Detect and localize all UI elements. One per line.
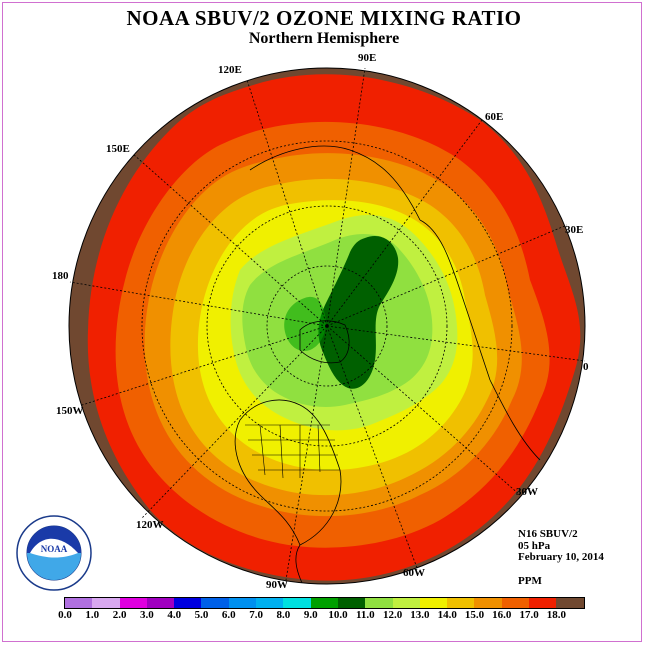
colorbar-swatch xyxy=(392,598,420,608)
colorbar-tick-label: 13.0 xyxy=(410,609,430,621)
lon-label-30w: 30W xyxy=(516,486,538,498)
colorbar-tick-label: 4.0 xyxy=(167,609,182,621)
lon-label-150w: 150W xyxy=(56,405,84,417)
lon-label-90e: 90E xyxy=(358,52,376,64)
units-label: PPM xyxy=(518,575,542,587)
graticule xyxy=(69,67,586,581)
colorbar-swatch xyxy=(419,598,448,608)
noaa-logo: NOAA xyxy=(16,515,92,591)
colorbar-tick-label: 16.0 xyxy=(492,609,512,621)
colorbar-tick-label: 8.0 xyxy=(276,609,291,621)
colorbar-tick-label: 12.0 xyxy=(382,609,403,621)
colorbar-swatch xyxy=(556,598,584,608)
lon-label-60e: 60E xyxy=(485,111,503,123)
colorbar-tick-label: 15.0 xyxy=(464,609,485,621)
colorbar-swatch xyxy=(228,598,257,608)
lon-label-60w: 60W xyxy=(403,567,425,579)
colorbar-swatch xyxy=(283,598,311,608)
colorbar-tick-label: 14.0 xyxy=(437,609,457,621)
colorbar-swatch xyxy=(365,598,393,608)
colorbar-swatch xyxy=(65,598,93,608)
colorbar xyxy=(64,597,585,609)
colorbar-swatch xyxy=(256,598,284,608)
noaa-logo-text: NOAA xyxy=(41,544,68,554)
colorbar-tick-label: 0.0 xyxy=(58,609,72,621)
colorbar-swatch xyxy=(310,598,338,608)
map-subtitle: Northern Hemisphere xyxy=(248,30,400,47)
lon-label-180: 180 xyxy=(52,270,69,282)
band-9 xyxy=(284,296,326,351)
map-frame xyxy=(2,2,642,642)
colorbar-ticks: 0.0 1.0 2.0 3.0 4.0 5.0 6.0 7.0 8.0 9.0 10.0 11.0 12… xyxy=(56,609,596,623)
lon-label-30e: 30E xyxy=(565,224,583,236)
lon-label-120w: 120W xyxy=(136,519,164,531)
greenland xyxy=(299,320,350,364)
lon-label-150e: 150E xyxy=(106,143,130,155)
lon-label-0: 0 xyxy=(583,361,589,373)
colorbar-swatch xyxy=(474,598,502,608)
colorbar-tick-label: 18.0 xyxy=(546,609,567,621)
colorbar-swatch xyxy=(337,598,366,608)
colorbar-tick-label: 9.0 xyxy=(303,609,318,621)
colorbar-swatch xyxy=(174,598,202,608)
coast-eurasia xyxy=(249,145,541,461)
map-title: NOAA SBUV/2 OZONE MIXING RATIO xyxy=(126,6,522,30)
date-label: February 10, 2014 xyxy=(518,551,604,563)
colorbar-swatch xyxy=(119,598,147,608)
band-10 xyxy=(318,236,399,389)
colorbar-tick-label: 7.0 xyxy=(249,609,263,621)
colorbar-tick-label: 11.0 xyxy=(355,609,375,621)
colorbar-tick-label: 5.0 xyxy=(194,609,209,621)
colorbar-tick-label: 2.0 xyxy=(112,609,127,621)
pressure-level-label: 05 hPa xyxy=(518,540,551,552)
colorbar-tick-label: 17.0 xyxy=(519,609,539,621)
colorbar-swatch xyxy=(201,598,229,608)
us-state-grid xyxy=(245,424,340,479)
colorbar-tick-label: 10.0 xyxy=(328,609,348,621)
lon-label-120e: 120E xyxy=(218,64,242,76)
satellite-label: N16 SBUV/2 xyxy=(518,528,578,540)
lon-label-90w: 90W xyxy=(266,579,288,591)
colorbar-tick-label: 6.0 xyxy=(221,609,236,621)
colorbar-swatch xyxy=(146,598,175,608)
colorbar-swatch xyxy=(501,598,530,608)
colorbar-swatch xyxy=(529,598,557,608)
map-outline xyxy=(68,67,586,585)
colorbar-swatch xyxy=(447,598,475,608)
colorbar-swatch xyxy=(92,598,120,608)
colorbar-tick-label: 3.0 xyxy=(140,609,154,621)
colorbar-tick-label: 1.0 xyxy=(85,609,100,621)
